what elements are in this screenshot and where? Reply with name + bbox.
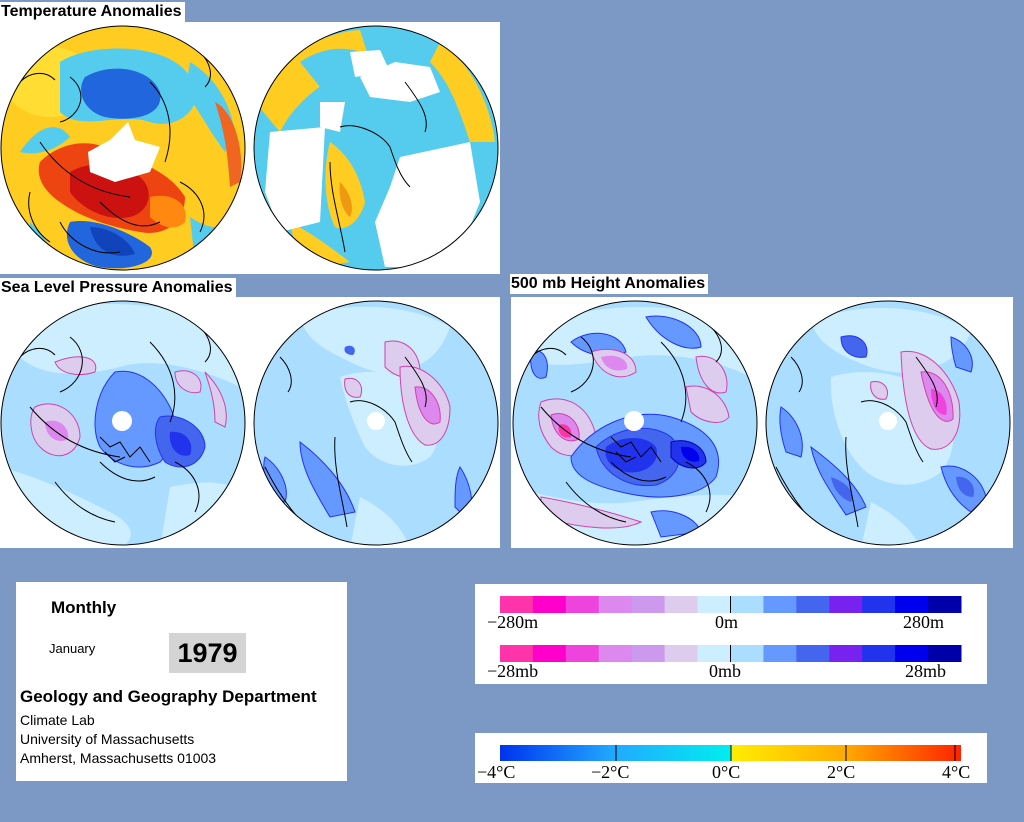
height-max-label: 280m <box>903 612 944 632</box>
color-swatch <box>895 645 929 662</box>
slp-south-map <box>254 301 498 545</box>
temp-label-0: 0°C <box>712 762 740 782</box>
department-name: Geology and Geography Department <box>20 687 317 706</box>
color-swatch <box>598 596 633 613</box>
period-type: Monthly <box>51 598 117 617</box>
temp-label-minus4: −4°C <box>477 762 515 782</box>
address: Amherst, Massachusetts 01003 <box>20 750 217 766</box>
pressure-max-label: 28mb <box>905 661 946 681</box>
pressure-mid-label: 0mb <box>709 661 741 681</box>
color-swatch <box>631 596 666 613</box>
temp-label-2: 2°C <box>827 762 855 782</box>
slp-north-map <box>1 301 245 545</box>
pressure-min-label: −28mb <box>487 661 538 681</box>
color-swatch <box>664 596 699 613</box>
color-swatch <box>796 645 830 662</box>
height-mid-label: 0m <box>715 612 738 632</box>
temperature-legend: −4°C −2°C 0°C 2°C 4°C <box>475 733 987 783</box>
color-swatch <box>730 596 764 613</box>
temperature-panel <box>0 22 500 274</box>
color-swatch <box>862 596 896 613</box>
pressure-color-bar <box>500 645 962 662</box>
height-panel <box>511 297 1013 548</box>
height-south-map <box>766 301 1010 545</box>
color-swatch <box>928 645 962 662</box>
color-swatch <box>500 645 534 662</box>
color-swatch <box>697 645 731 662</box>
height-min-label: −280m <box>487 612 538 632</box>
color-swatch <box>862 645 896 662</box>
temp-label-minus2: −2°C <box>591 762 629 782</box>
color-swatch <box>598 645 633 662</box>
temperature-north-map <box>1 26 245 270</box>
month-label: January <box>49 641 96 656</box>
color-swatch <box>895 596 929 613</box>
color-swatch <box>829 596 863 613</box>
slp-title: Sea Level Pressure Anomalies <box>0 278 236 298</box>
color-swatch <box>500 596 534 613</box>
color-swatch <box>532 596 567 613</box>
temperature-south-map <box>254 26 498 270</box>
color-swatch <box>829 645 863 662</box>
color-swatch <box>565 596 600 613</box>
color-swatch <box>763 596 797 613</box>
color-swatch <box>565 645 600 662</box>
height-pressure-legend: −280m 0m 280m −28mb 0mb 28mb <box>475 584 987 684</box>
info-panel: Monthly January 1979 Geology and Geograp… <box>16 582 347 781</box>
university-name: University of Massachusetts <box>20 731 195 747</box>
height-title: 500 mb Height Anomalies <box>510 274 709 294</box>
color-swatch <box>928 596 962 613</box>
color-swatch <box>664 645 699 662</box>
color-swatch <box>796 596 830 613</box>
height-color-bar <box>500 596 962 613</box>
temp-label-4: 4°C <box>942 762 970 782</box>
color-swatch <box>532 645 567 662</box>
slp-panel <box>0 297 500 548</box>
temperature-title: Temperature Anomalies <box>0 2 185 22</box>
color-swatch <box>763 645 797 662</box>
lab-name: Climate Lab <box>20 712 95 728</box>
color-swatch <box>697 596 731 613</box>
year-display: 1979 <box>169 633 246 673</box>
color-swatch <box>730 645 764 662</box>
color-swatch <box>631 645 666 662</box>
